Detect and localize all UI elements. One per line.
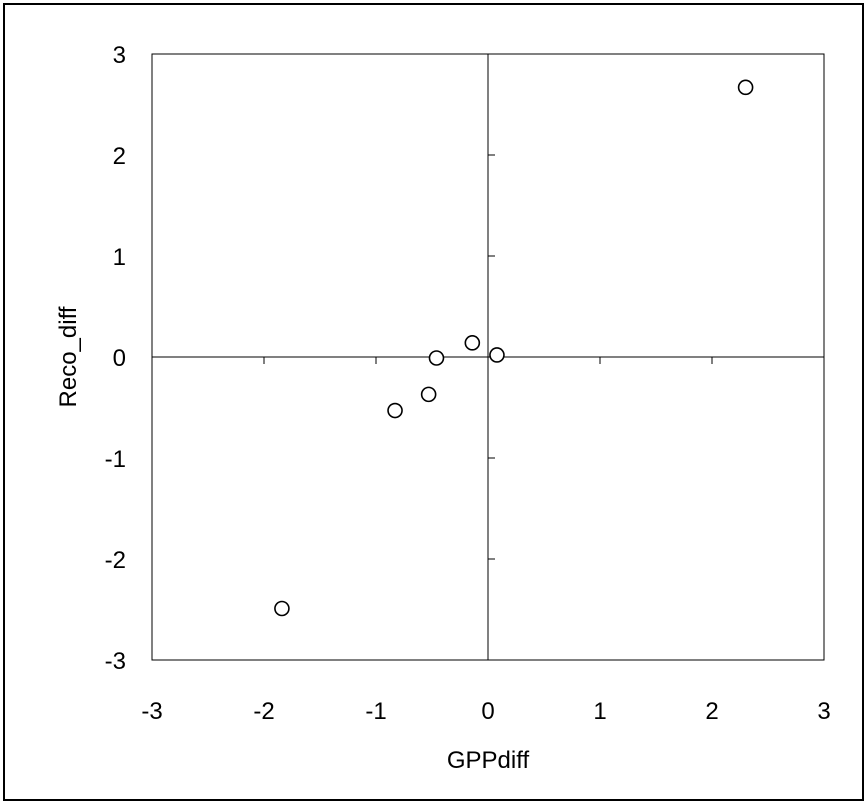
data-point: [464, 335, 481, 351]
data-points: [274, 79, 754, 617]
y-axis-label: Reco_diff: [55, 306, 82, 407]
y-tick-label: 3: [113, 42, 126, 69]
y-tick-label: -1: [105, 446, 126, 473]
y-tick-label: -2: [105, 547, 126, 574]
x-tick-label: 1: [593, 698, 606, 725]
y-tick-label: 0: [113, 345, 126, 372]
y-tick-label: 2: [113, 143, 126, 170]
data-point: [420, 386, 437, 403]
data-point: [489, 347, 505, 363]
data-point: [274, 600, 290, 617]
y-tick-label: 1: [113, 244, 126, 271]
x-tick-label: -3: [141, 698, 162, 725]
y-tick-label: -3: [105, 648, 126, 675]
x-tick-label: 2: [705, 698, 718, 725]
x-axis-label: GPPdiff: [447, 747, 530, 774]
x-tick-label: 0: [481, 698, 494, 725]
chart-frame: [3, 3, 864, 801]
x-ticks: [151, 357, 825, 364]
data-point: [428, 350, 445, 366]
x-tick-label: -1: [365, 698, 386, 725]
x-tick-label: -2: [253, 698, 274, 725]
y-tick-labels: -3 -2 -1 0 1 2 3: [105, 42, 126, 675]
data-point: [737, 79, 754, 96]
x-tick-labels: -3 -2 -1 0 1 2 3: [141, 698, 830, 725]
x-tick-label: 3: [817, 698, 830, 725]
data-point: [387, 402, 403, 419]
